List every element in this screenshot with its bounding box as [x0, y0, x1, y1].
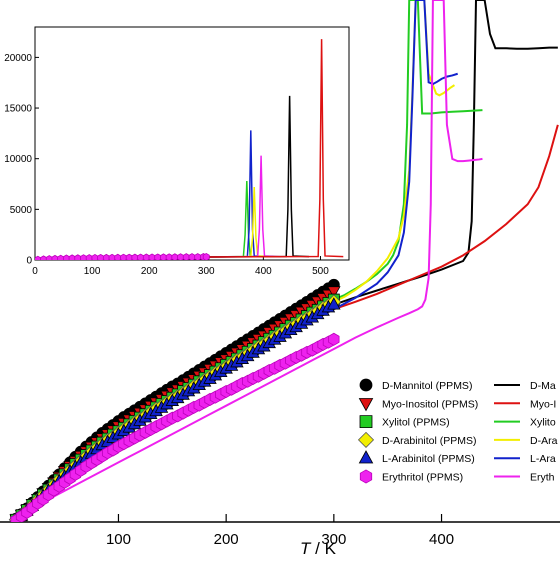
main-plot: 100 200 300 400 — [0, 0, 560, 548]
legend-label: L-Ara — [530, 453, 556, 465]
legend-label: D-Mannitol (PPMS) — [382, 380, 472, 392]
main-markers — [8, 278, 342, 522]
inset-frame — [34, 26, 350, 261]
x-axis-variable: T — [300, 539, 312, 558]
inset-y-tick-label: 0 — [26, 256, 32, 267]
inset-x-tick-label: 300 — [198, 266, 215, 277]
inset-data-point — [57, 254, 65, 260]
legend-label: Xylitol (PPMS) — [382, 417, 450, 429]
series-line — [268, 0, 458, 345]
data-point — [327, 297, 341, 310]
legend-label: Myo-I — [530, 398, 556, 410]
legend-marker — [359, 469, 373, 484]
inset-markers — [35, 252, 210, 260]
x-axis-unit: / K — [310, 539, 336, 558]
legend-marker — [358, 450, 374, 464]
x-tick-label: 100 — [106, 531, 131, 548]
series-line — [333, 0, 483, 301]
legend-label: D-Ma — [530, 380, 556, 392]
inset-y-tick-label: 20000 — [4, 53, 32, 64]
inset-y-tick-label: 15000 — [4, 104, 32, 115]
inset-data-point — [45, 255, 53, 260]
inset-data-point — [62, 254, 70, 260]
inset-data-point — [74, 254, 82, 260]
inset-data-point — [182, 253, 190, 260]
inset-data-point — [68, 254, 76, 260]
inset-data-point — [165, 253, 173, 260]
inset-x-tick-label: 500 — [312, 266, 329, 277]
legend-label: D-Ara — [530, 435, 558, 447]
inset-data-point — [80, 254, 87, 260]
inset-data-point — [171, 253, 179, 260]
inset-data-point — [148, 253, 156, 260]
inset-data-point — [154, 253, 162, 260]
inset-data-point — [85, 254, 93, 260]
inset-lines — [206, 39, 344, 258]
data-point — [328, 332, 340, 346]
legend-marker — [357, 431, 375, 448]
legend: D-Mannitol (PPMS) Myo-Inositol (PPMS) Xyli… — [357, 378, 558, 484]
inset-data-point — [188, 253, 196, 260]
legend-label: D-Arabinitol (PPMS) — [382, 435, 477, 447]
inset-data-point — [202, 252, 210, 260]
inset-x-tick-label: 0 — [32, 266, 38, 277]
inset-y-tick-label: 5000 — [10, 205, 33, 216]
inset-data-point — [160, 253, 167, 260]
inset-series-line — [206, 39, 344, 258]
inset-data-point — [177, 253, 185, 260]
series-line — [333, 0, 456, 303]
inset-data-point — [35, 255, 42, 260]
inset-data-point — [51, 254, 59, 260]
legend-marker — [359, 415, 373, 429]
legend-marker — [359, 378, 373, 392]
inset-data-point — [142, 253, 150, 260]
x-tick-label: 200 — [214, 531, 239, 548]
x-axis-title: T / K — [300, 539, 337, 558]
inset-x-tick-label: 200 — [141, 266, 158, 277]
legend-label: Eryth — [530, 472, 555, 484]
inset-x-tick-label: 400 — [255, 266, 272, 277]
inset-x-tick-label: 100 — [84, 266, 101, 277]
inset-data-point — [40, 255, 48, 260]
x-tick-label: 400 — [429, 531, 454, 548]
legend-label: Xylito — [530, 417, 556, 429]
legend-label: Erythritol (PPMS) — [382, 472, 463, 484]
legend-label: Myo-Inositol (PPMS) — [382, 398, 478, 410]
legend-label: L-Arabinitol (PPMS) — [382, 453, 475, 465]
inset-data-point — [194, 253, 202, 260]
series-line — [10, 0, 483, 522]
inset-y-tick-label: 10000 — [4, 154, 32, 165]
x-tick-label: 300 — [321, 531, 346, 548]
legend-marker — [358, 398, 374, 412]
data-point — [327, 286, 341, 299]
